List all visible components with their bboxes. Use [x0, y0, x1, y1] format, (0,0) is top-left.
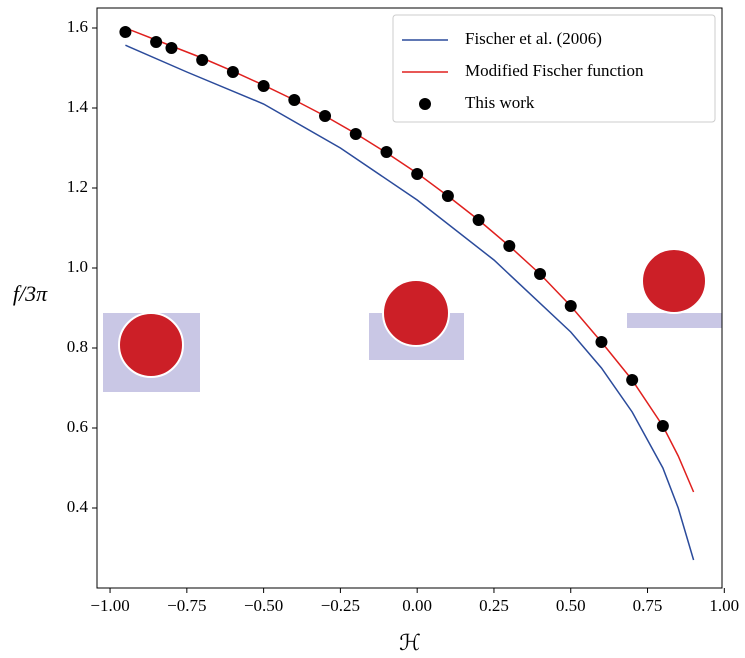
legend-box [392, 14, 716, 123]
inset-particle [118, 312, 184, 378]
point [165, 42, 178, 54]
inset-liquid [627, 313, 722, 328]
point [441, 190, 454, 202]
y-tick-label: 1.4 [67, 97, 89, 116]
point [380, 146, 393, 158]
point [196, 54, 209, 66]
x-tick-label: 0.50 [556, 596, 586, 615]
y-tick-label: 0.6 [67, 417, 88, 436]
x-tick-label: 0.00 [402, 596, 432, 615]
inset-particle [641, 248, 707, 314]
plot-frame [96, 7, 723, 589]
point [226, 66, 239, 78]
inset-particle [382, 279, 450, 347]
point [150, 36, 163, 48]
x-tick-label: −0.50 [244, 596, 283, 615]
y-tick-label: 1.0 [67, 257, 88, 276]
y-tick-label: 1.6 [67, 17, 88, 36]
insets [103, 248, 722, 392]
point [534, 268, 547, 280]
point [595, 336, 608, 348]
x-tick-label: −0.25 [321, 596, 360, 615]
y-tick-label: 0.8 [67, 337, 88, 356]
y-tick-label: 1.2 [67, 177, 88, 196]
legend-label: Fischer et al. (2006) [465, 29, 602, 48]
point [411, 168, 424, 180]
point [288, 94, 301, 106]
point [564, 300, 577, 312]
point [503, 240, 516, 252]
point [119, 26, 132, 38]
y-tick-label: 0.4 [67, 497, 89, 516]
point [626, 374, 639, 386]
legend-label: This work [465, 93, 535, 112]
y-axis-label: f/3π [13, 281, 48, 306]
x-tick-label: −1.00 [90, 596, 129, 615]
point [257, 80, 270, 92]
point [319, 110, 332, 122]
curve [125, 44, 695, 561]
point [472, 214, 485, 226]
x-tick-label: −0.75 [167, 596, 206, 615]
x-tick-label: 1.00 [709, 596, 739, 615]
point [656, 420, 669, 432]
point [349, 128, 362, 140]
legend-label: Modified Fischer function [465, 61, 644, 80]
legend-marker [419, 98, 431, 110]
x-axis-label: ℋ [399, 630, 421, 655]
x-tick-label: 0.25 [479, 596, 509, 615]
x-tick-label: 0.75 [633, 596, 663, 615]
